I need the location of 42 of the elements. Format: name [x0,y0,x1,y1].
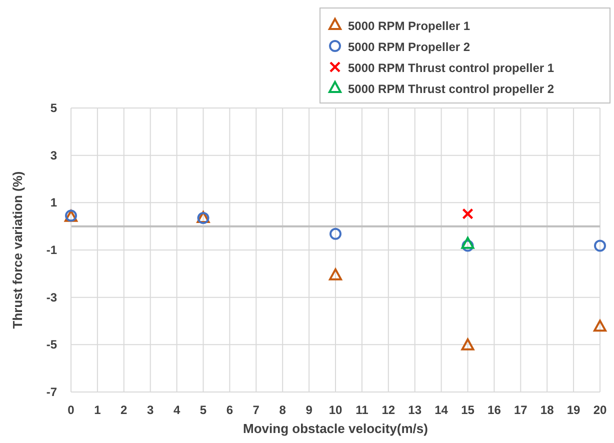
x-tick-label: 16 [488,403,502,417]
x-tick-label: 8 [279,403,286,417]
x-tick-label: 13 [408,403,422,417]
point [329,268,342,280]
y-axis-title: Thrust force variation (%) [10,171,25,329]
y-tick-label: 5 [50,101,58,115]
x-tick-label: 4 [173,403,180,417]
x-tick-label: 5 [200,403,207,417]
y-tick-label: -3 [46,290,58,304]
x-tick-label: 15 [461,403,475,417]
legend-label: 5000 RPM Thrust control propeller 1 [348,61,554,75]
y-tick-label: 3 [50,148,58,162]
x-tick-label: 6 [226,403,234,417]
point [594,320,606,332]
legend-label: 5000 RPM Propeller 2 [348,40,470,54]
x-tick-label: 3 [147,403,154,417]
x-axis-title: Moving obstacle velocity(m/s) [243,421,428,436]
y-tick-label: -5 [46,338,58,352]
point [461,236,474,249]
x-tick-label: 11 [356,403,369,417]
y-tick-label: 1 [50,196,58,210]
y-tick-label: -7 [46,385,58,399]
x-tick-label: 17 [514,403,528,417]
x-tick-label: 12 [382,403,396,417]
legend-label: 5000 RPM Propeller 1 [348,19,470,33]
point [330,228,342,240]
x-tick-label: 10 [328,403,342,417]
x-tick-label: 19 [566,403,581,417]
legend-label: 5000 RPM Thrust control propeller 2 [348,82,554,96]
x-tick-label: 2 [120,403,128,417]
point [594,240,606,252]
x-tick-label: 20 [593,403,607,417]
point [461,338,474,350]
x-tick-label: 7 [252,403,260,417]
x-tick-label: 1 [94,403,102,417]
x-tick-label: 18 [540,403,554,417]
x-tick-label: 9 [306,403,313,417]
point [462,208,474,220]
x-tick-label: 0 [68,403,75,417]
x-tick-label: 14 [434,403,448,417]
y-tick-label: -1 [46,243,58,257]
point [462,240,474,252]
